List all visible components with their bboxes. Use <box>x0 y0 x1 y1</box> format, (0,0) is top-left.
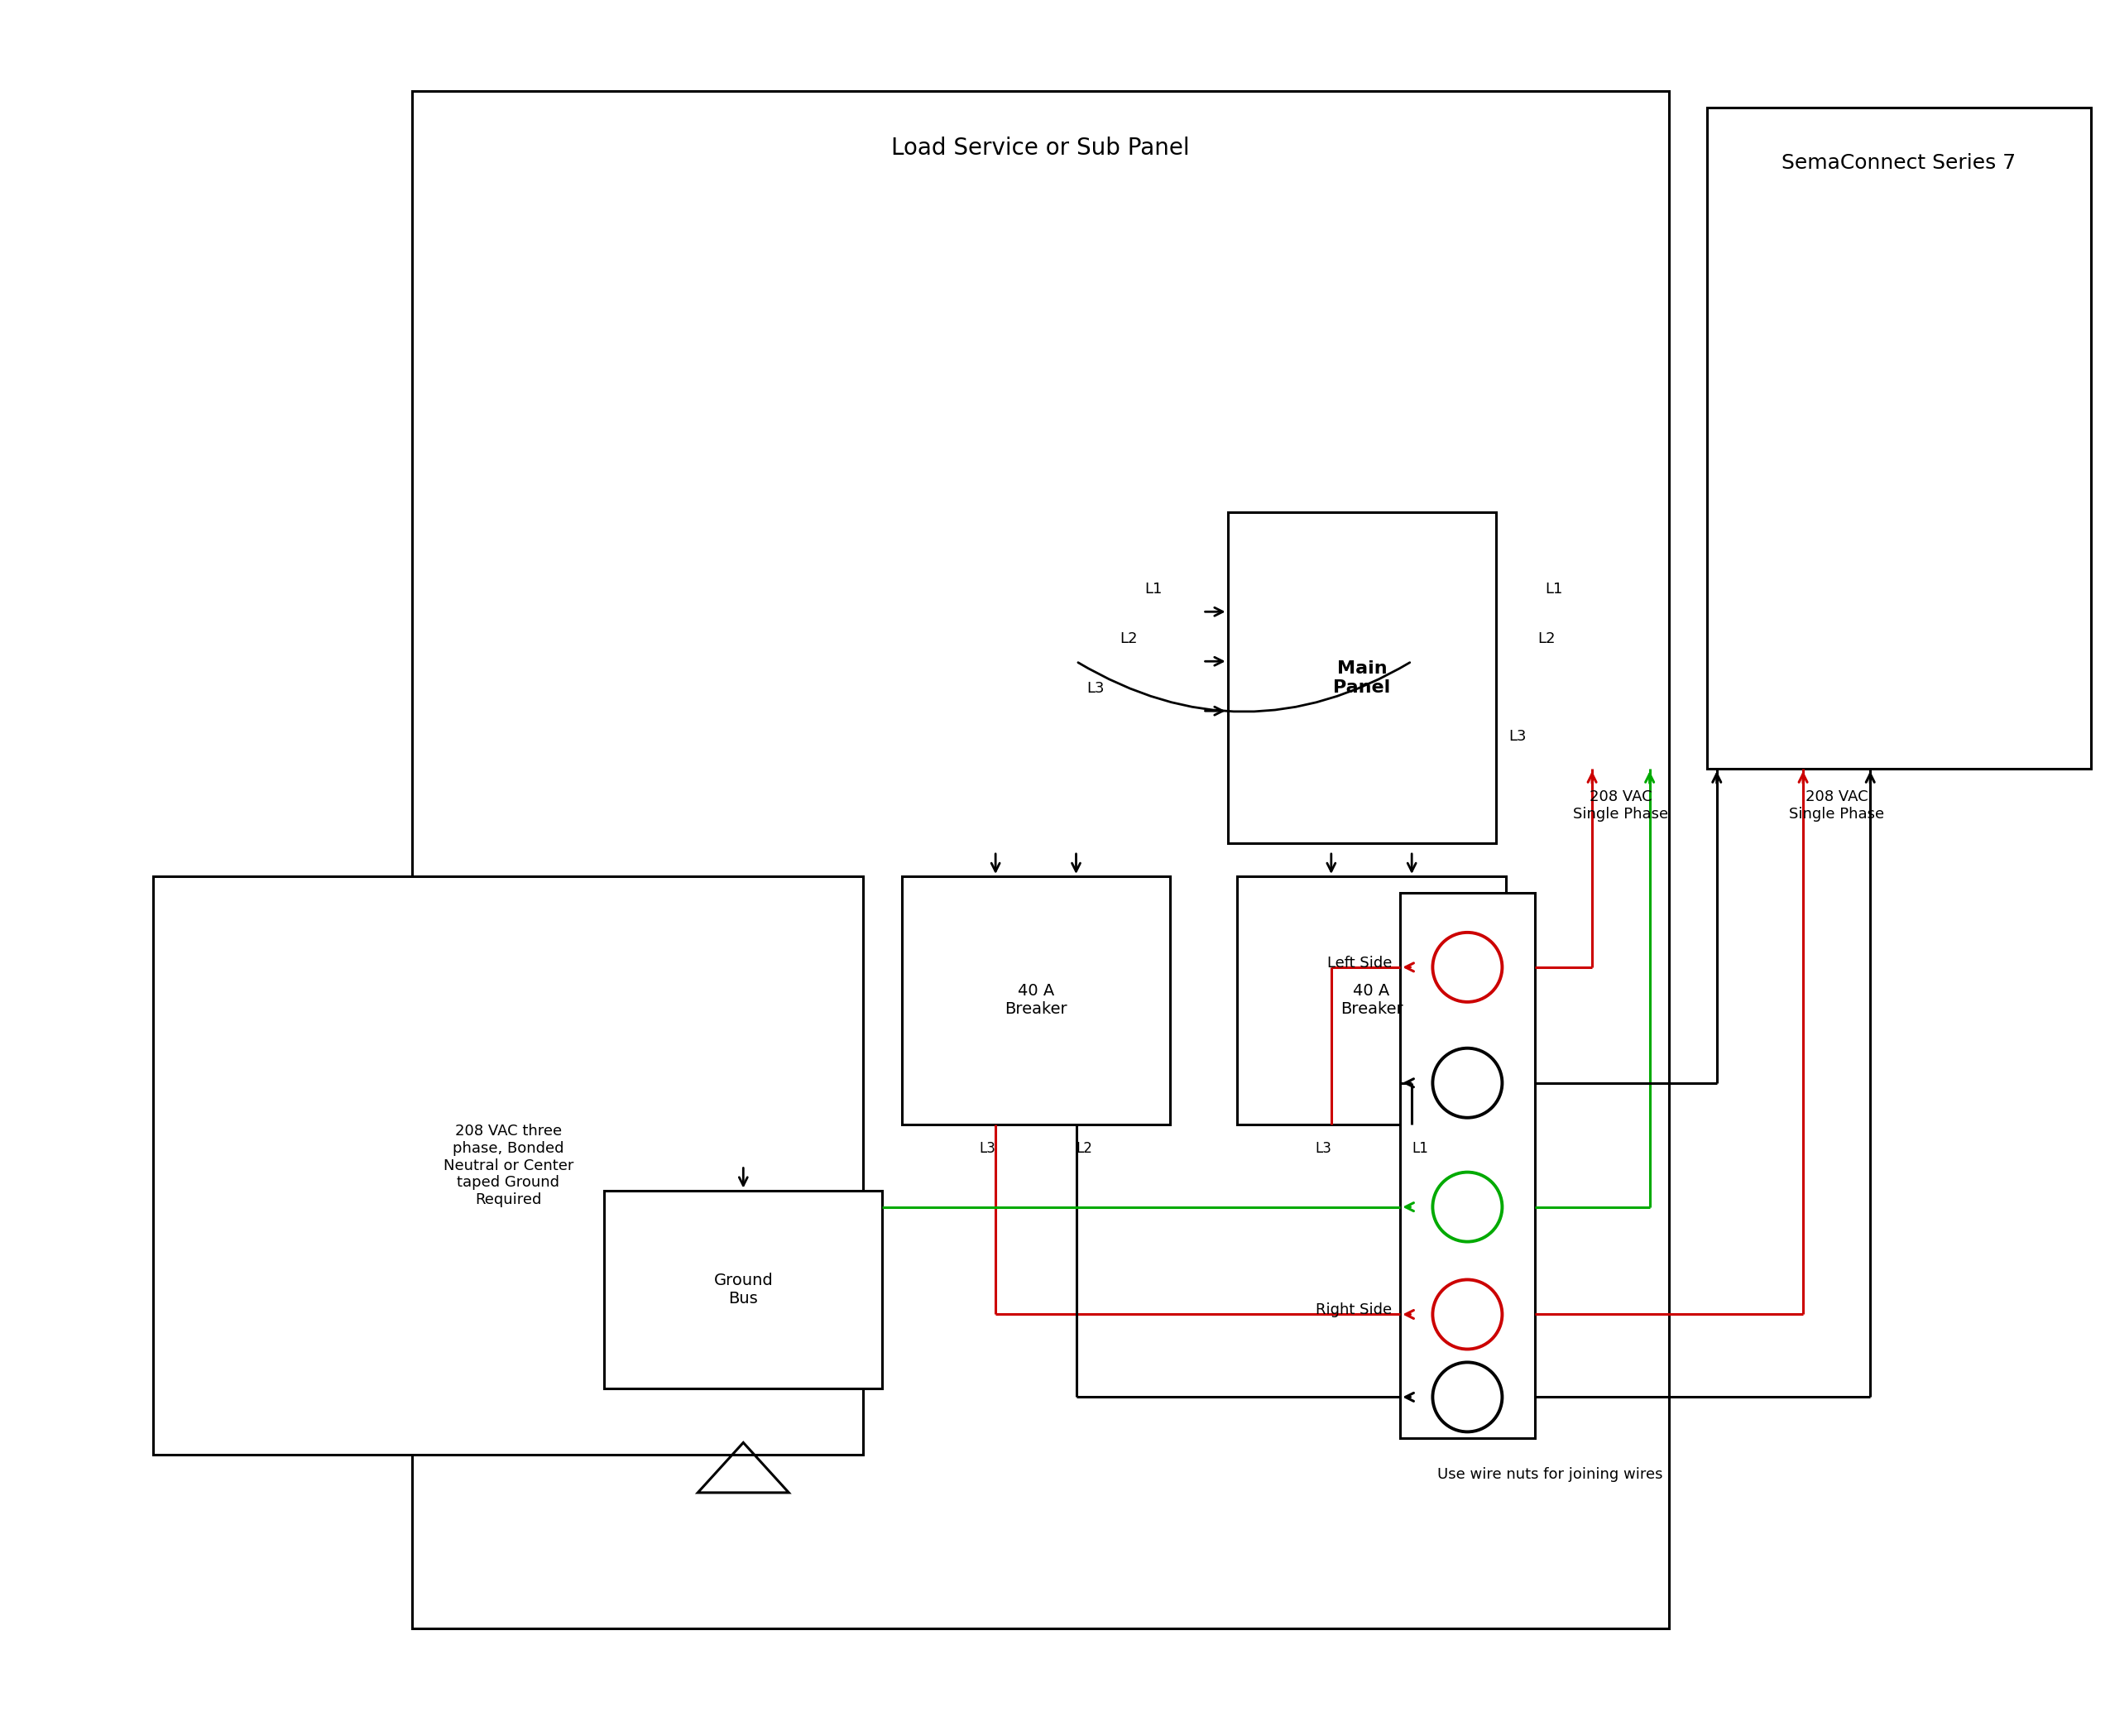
Text: L3: L3 <box>1315 1141 1331 1156</box>
Text: SemaConnect Series 7: SemaConnect Series 7 <box>1781 153 2017 174</box>
Text: 40 A
Breaker: 40 A Breaker <box>1004 983 1068 1017</box>
Text: L3: L3 <box>979 1141 996 1156</box>
Text: 208 VAC three
phase, Bonded
Neutral or Center
taped Ground
Required: 208 VAC three phase, Bonded Neutral or C… <box>443 1123 574 1208</box>
Bar <box>411 90 1669 1628</box>
Text: L1: L1 <box>1146 582 1163 597</box>
Text: L2: L2 <box>1076 1141 1093 1156</box>
Text: Left Side: Left Side <box>1327 955 1393 970</box>
Text: 40 A
Breaker: 40 A Breaker <box>1340 983 1403 1017</box>
Bar <box>154 877 863 1455</box>
Text: L2: L2 <box>1120 632 1137 646</box>
Text: 208 VAC
Single Phase: 208 VAC Single Phase <box>1574 790 1669 821</box>
Text: L1: L1 <box>1545 582 1564 597</box>
Text: Main
Panel: Main Panel <box>1334 660 1390 696</box>
Text: Use wire nuts for joining wires: Use wire nuts for joining wires <box>1437 1467 1663 1483</box>
Bar <box>901 877 1171 1125</box>
Text: L1: L1 <box>1412 1141 1428 1156</box>
Text: L3: L3 <box>1509 729 1526 745</box>
Text: Ground
Bus: Ground Bus <box>713 1272 772 1307</box>
Bar <box>1228 512 1496 844</box>
Text: L2: L2 <box>1538 632 1555 646</box>
Text: Load Service or Sub Panel: Load Service or Sub Panel <box>890 137 1190 160</box>
Bar <box>1236 877 1507 1125</box>
Bar <box>603 1191 882 1389</box>
Text: L3: L3 <box>1087 681 1106 696</box>
Text: Right Side: Right Side <box>1317 1302 1393 1318</box>
Bar <box>1707 108 2091 769</box>
Text: 208 VAC
Single Phase: 208 VAC Single Phase <box>1789 790 1884 821</box>
Bar <box>1401 892 1534 1439</box>
